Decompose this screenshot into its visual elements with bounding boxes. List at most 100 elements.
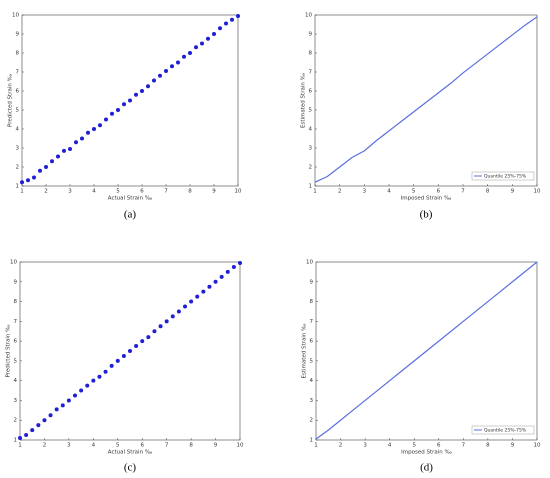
y-tick-label: 3 (310, 398, 314, 404)
line (314, 16, 538, 183)
point (48, 413, 53, 418)
y-axis-label: Estimated Strain ‰ (302, 323, 308, 379)
x-tick-label: 3 (363, 443, 367, 449)
point (109, 363, 114, 368)
x-axis-label: Imposed Strain ‰ (401, 196, 452, 202)
y-axis-label: Estimated Strain ‰ (301, 72, 307, 128)
caption: (c) (124, 462, 137, 474)
point (36, 423, 41, 428)
point (236, 13, 240, 18)
point (212, 32, 216, 36)
point (74, 140, 78, 145)
y-tick-label: 10 (10, 260, 17, 266)
x-tick-label: 4 (92, 443, 96, 449)
line (315, 261, 538, 440)
y-tick-label: 4 (16, 127, 20, 133)
x-tick-label: 8 (189, 443, 193, 449)
x-tick-label: 10 (534, 189, 541, 195)
legend-box (471, 171, 535, 181)
caption: (d) (420, 462, 433, 474)
x-tick-label: 4 (388, 443, 392, 449)
x-tick-label: 6 (437, 189, 441, 195)
x-tick-label: 5 (116, 443, 120, 449)
y-tick-label: 2 (14, 418, 18, 424)
point (98, 123, 102, 128)
y-tick-label: 9 (14, 279, 18, 285)
x-tick-label: 8 (486, 189, 490, 195)
x-tick-label: 3 (68, 189, 72, 195)
point (91, 378, 96, 383)
legend-box (471, 425, 535, 435)
point (194, 45, 198, 50)
y-tick-label: 9 (16, 32, 20, 38)
x-axis-label: Actual Strain ‰ (108, 196, 153, 202)
point (66, 398, 71, 403)
point (201, 289, 206, 294)
x-tick-label: 2 (43, 443, 47, 449)
point (219, 274, 224, 279)
x-tick-label: 9 (511, 443, 515, 449)
point (170, 314, 175, 319)
x-tick-label: 7 (165, 443, 169, 449)
y-tick-label: 6 (309, 89, 313, 95)
point (158, 324, 163, 329)
x-axis-label: Imposed Strain ‰ (401, 450, 452, 456)
point (56, 154, 60, 159)
x-tick-label: 1 (314, 443, 318, 449)
y-tick-label: 2 (310, 418, 314, 424)
y-tick-label: 7 (14, 319, 18, 325)
point (218, 26, 222, 31)
y-tick-label: 8 (14, 299, 18, 305)
point (188, 51, 192, 55)
legend-label: Quantile 25%-75% (484, 174, 527, 180)
point (170, 64, 174, 69)
x-tick-label: 5 (116, 189, 120, 195)
point (207, 284, 212, 289)
point (158, 73, 162, 78)
y-tick-label: 7 (16, 70, 20, 76)
x-tick-label: 8 (486, 443, 490, 449)
point (213, 279, 218, 284)
point (110, 111, 114, 116)
point (54, 407, 59, 412)
axes-frame (21, 14, 239, 187)
x-tick-label: 10 (235, 189, 242, 195)
x-tick-label: 5 (412, 443, 416, 449)
y-tick-label: 6 (14, 339, 18, 345)
point (146, 84, 150, 89)
y-tick-label: 1 (310, 438, 314, 444)
x-tick-label: 9 (511, 189, 515, 195)
legend-label: Quantile 25%-75% (484, 428, 527, 434)
y-tick-label: 8 (310, 299, 314, 305)
x-tick-label: 4 (387, 189, 391, 195)
point (183, 304, 187, 309)
point (97, 374, 102, 379)
x-tick-label: 2 (338, 189, 342, 195)
point (50, 159, 54, 164)
point (32, 175, 36, 180)
point (176, 60, 180, 65)
x-tick-label: 8 (188, 189, 192, 195)
point (231, 264, 236, 269)
y-tick-label: 3 (16, 146, 20, 152)
y-tick-label: 5 (14, 358, 18, 364)
point (86, 130, 90, 135)
point (104, 117, 108, 122)
y-tick-label: 1 (309, 184, 313, 190)
point (20, 180, 24, 185)
y-tick-label: 8 (16, 51, 20, 57)
point (176, 309, 181, 314)
x-tick-label: 6 (437, 443, 441, 449)
point (122, 102, 126, 107)
point (206, 36, 210, 41)
x-tick-label: 3 (363, 189, 367, 195)
y-tick-label: 5 (310, 358, 314, 364)
point (62, 148, 66, 153)
x-tick-label: 1 (18, 443, 22, 449)
y-tick-label: 5 (16, 108, 20, 114)
y-axis-label: Predicted Strain ‰ (6, 324, 12, 378)
point (60, 403, 65, 408)
y-tick-label: 1 (16, 184, 20, 190)
x-tick-label: 10 (237, 443, 244, 449)
